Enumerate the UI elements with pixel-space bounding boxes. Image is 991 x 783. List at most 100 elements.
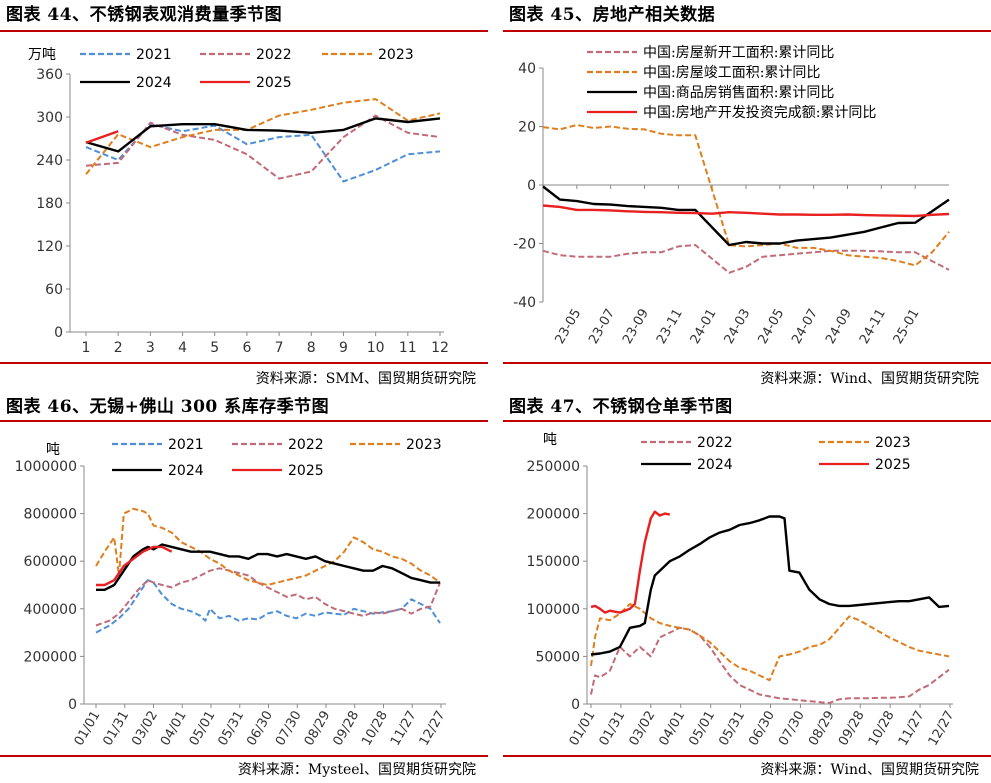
x-tick-label: 25-01 bbox=[891, 307, 923, 347]
x-tick-label: 01/01 bbox=[567, 709, 599, 749]
x-tick-label: 04/01 bbox=[656, 709, 688, 749]
source-note: 资料来源：SMM、国贸期货研究院 bbox=[255, 371, 476, 387]
legend-label: 2024 bbox=[697, 457, 733, 473]
series-line-2024 bbox=[96, 543, 440, 591]
title-rule bbox=[503, 30, 991, 32]
x-tick-label: 10/28 bbox=[866, 709, 898, 749]
y-tick-label: 100000 bbox=[527, 602, 580, 618]
x-tick-label: 07/30 bbox=[776, 709, 808, 749]
x-tick-label: 23-05 bbox=[552, 307, 584, 347]
y-tick-label: 1000000 bbox=[15, 459, 77, 475]
x-tick-label: 06/30 bbox=[244, 709, 276, 749]
x-tick-label: 6 bbox=[242, 340, 251, 356]
y-tick-label: 150000 bbox=[527, 554, 580, 570]
y-tick-label: 360 bbox=[36, 67, 63, 83]
chart-svg-warehouse-receipts: 0 50000 100000 150000 200000 250000 吨 01/0101/3… bbox=[527, 432, 958, 749]
legend-label: 2025 bbox=[875, 457, 911, 473]
x-tick-label: 12 bbox=[431, 340, 449, 356]
x-tick-label: 01/31 bbox=[597, 709, 629, 749]
y-tick-label: 0 bbox=[54, 325, 63, 341]
x-tick-label: 05/01 bbox=[187, 709, 219, 749]
x-tick-label: 24-03 bbox=[722, 307, 754, 347]
legend-label: 2021 bbox=[168, 437, 204, 453]
legend-label: 2023 bbox=[378, 47, 414, 63]
series-line-2022 bbox=[590, 626, 950, 704]
y-tick-label: 200000 bbox=[527, 507, 580, 523]
series-line-2023 bbox=[85, 98, 441, 175]
legend-label: 2025 bbox=[256, 75, 292, 91]
x-tick-label: 11/27 bbox=[896, 709, 928, 749]
series-line-2022 bbox=[85, 114, 441, 180]
series-line-2022 bbox=[95, 567, 441, 627]
x-tick-label: 05/01 bbox=[686, 709, 718, 749]
x-tick-label: 23-07 bbox=[586, 307, 618, 347]
x-tick-label: 24-07 bbox=[789, 307, 821, 347]
y-tick-label: 0 bbox=[571, 697, 580, 713]
y-tick-label: 400000 bbox=[24, 602, 77, 618]
x-tick-label: 1 bbox=[82, 340, 91, 356]
x-tick-label: 11/27 bbox=[388, 709, 420, 749]
source-note: 资料来源：Wind、国贸期货研究院 bbox=[760, 762, 979, 778]
series-line-2025 bbox=[590, 510, 671, 614]
y-unit-label: 吨 bbox=[46, 442, 60, 458]
y-unit-label: 万吨 bbox=[28, 47, 56, 63]
bottom-rule bbox=[503, 755, 991, 757]
x-tick-label: 23-09 bbox=[620, 307, 652, 347]
legend-label: 2024 bbox=[136, 75, 172, 91]
x-tick-label: 7 bbox=[275, 340, 284, 356]
legend-label: 中国:房屋竣工面积:累计同比 bbox=[643, 65, 820, 81]
x-tick-label: 07/30 bbox=[273, 709, 305, 749]
legend-label: 2022 bbox=[288, 437, 324, 453]
title-rule bbox=[503, 420, 991, 422]
x-tick-label: 24-11 bbox=[857, 307, 889, 347]
x-tick-label: 09/28 bbox=[330, 709, 362, 749]
series-line- bbox=[542, 124, 950, 267]
legend-label: 中国:房屋新开工面积:累计同比 bbox=[643, 45, 834, 61]
x-tick-label: 06/30 bbox=[746, 709, 778, 749]
y-tick-label: 0 bbox=[527, 178, 536, 194]
y-unit-label: 吨 bbox=[543, 432, 557, 448]
title-rule bbox=[0, 420, 488, 422]
source-note: 资料来源：Wind、国贸期货研究院 bbox=[760, 371, 979, 387]
series-line-2023 bbox=[95, 507, 441, 586]
series-line-2021 bbox=[85, 123, 441, 183]
x-tick-label: 24-05 bbox=[755, 307, 787, 347]
x-tick-label: 24-01 bbox=[688, 307, 720, 347]
x-tick-label: 2 bbox=[114, 340, 123, 356]
y-tick-label: 180 bbox=[36, 196, 63, 212]
y-tick-label: 250000 bbox=[527, 459, 580, 475]
y-tick-label: 200000 bbox=[24, 649, 77, 665]
y-tick-label: 240 bbox=[36, 153, 63, 169]
x-tick-label: 8 bbox=[307, 340, 316, 356]
y-tick-label: 300 bbox=[36, 110, 63, 126]
x-tick-label: 12/27 bbox=[926, 709, 958, 749]
legend-label: 2023 bbox=[875, 435, 911, 451]
legend-label: 2024 bbox=[168, 463, 204, 479]
x-tick-label: 03/02 bbox=[129, 709, 161, 749]
series-line-2021 bbox=[95, 579, 441, 634]
chart-panel-46: 图表 46、无锡+佛山 300 系库存季节图 0 200000 400000 6000… bbox=[0, 392, 488, 783]
y-tick-label: 0 bbox=[68, 697, 77, 713]
x-tick-label: 9 bbox=[339, 340, 348, 356]
bottom-rule bbox=[503, 362, 991, 364]
x-tick-label: 01/01 bbox=[72, 709, 104, 749]
y-tick-label: 20 bbox=[518, 120, 536, 136]
legend-label: 2022 bbox=[697, 435, 733, 451]
x-tick-label: 08/29 bbox=[302, 709, 334, 749]
legend-label: 2023 bbox=[406, 437, 442, 453]
x-tick-label: 4 bbox=[178, 340, 187, 356]
series-line-2024 bbox=[590, 515, 950, 656]
figure-title: 图表 45、房地产相关数据 bbox=[509, 5, 716, 25]
x-tick-label: 05/31 bbox=[215, 709, 247, 749]
chart-panel-44: 图表 44、不锈钢表观消费量季节图 0 60 120 180 240 300 360 万吨 1 2… bbox=[0, 0, 488, 390]
figure-title: 图表 47、不锈钢仓单季节图 bbox=[509, 397, 733, 417]
legend-label: 2025 bbox=[288, 463, 324, 479]
legend-label: 中国:商品房销售面积:累计同比 bbox=[643, 85, 834, 101]
y-tick-label: 40 bbox=[518, 61, 536, 77]
y-tick-label: -40 bbox=[513, 295, 536, 311]
y-tick-label: -20 bbox=[513, 237, 536, 253]
series-line-2025 bbox=[96, 545, 173, 587]
